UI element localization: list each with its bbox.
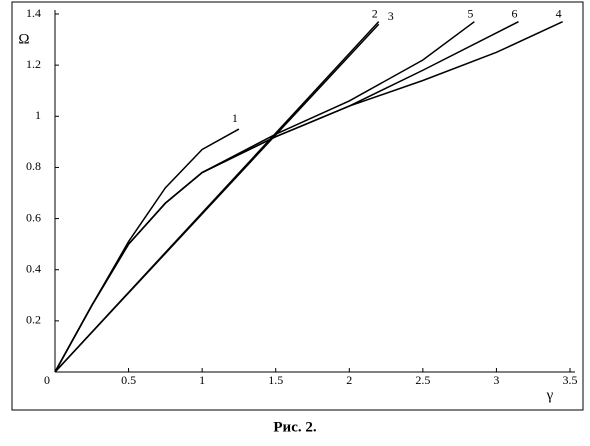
curve: [54, 21, 475, 373]
y-tick-label: 1.4: [26, 6, 41, 20]
caption: Рис. 2.: [273, 419, 316, 435]
y-tick-label: 1: [35, 108, 41, 122]
frame: [11, 1, 584, 411]
curve: [54, 128, 240, 373]
x-tick-label: 3: [493, 373, 499, 387]
curve-label: 1: [232, 111, 238, 125]
y-tick-label: 0.4: [26, 261, 41, 275]
curve-label: 2: [372, 6, 378, 20]
curve-label: 5: [467, 6, 473, 20]
curve: [54, 20, 563, 373]
x-tick-label: 2: [346, 373, 352, 387]
y-tick-label: 1.2: [26, 57, 41, 71]
curve-label: 3: [388, 9, 394, 23]
x-tick-label: 1.5: [268, 373, 283, 387]
y-tick-label: 0.6: [26, 210, 41, 224]
x-tick-label: 0: [44, 373, 50, 387]
x-tick-label: 3.5: [563, 373, 578, 387]
x-tick-label: 2.5: [415, 373, 430, 387]
curve: [54, 21, 519, 373]
x-tick-label: 0.5: [121, 373, 136, 387]
y-axis-label: Ω: [18, 31, 29, 47]
x-axis-label: γ: [546, 387, 554, 403]
curve: [54, 23, 380, 373]
curve-label: 4: [556, 6, 562, 20]
x-tick-label: 1: [199, 373, 205, 387]
curve-label: 6: [512, 6, 518, 20]
y-tick-label: 0.2: [26, 313, 41, 327]
y-tick-label: 0.8: [26, 159, 41, 173]
